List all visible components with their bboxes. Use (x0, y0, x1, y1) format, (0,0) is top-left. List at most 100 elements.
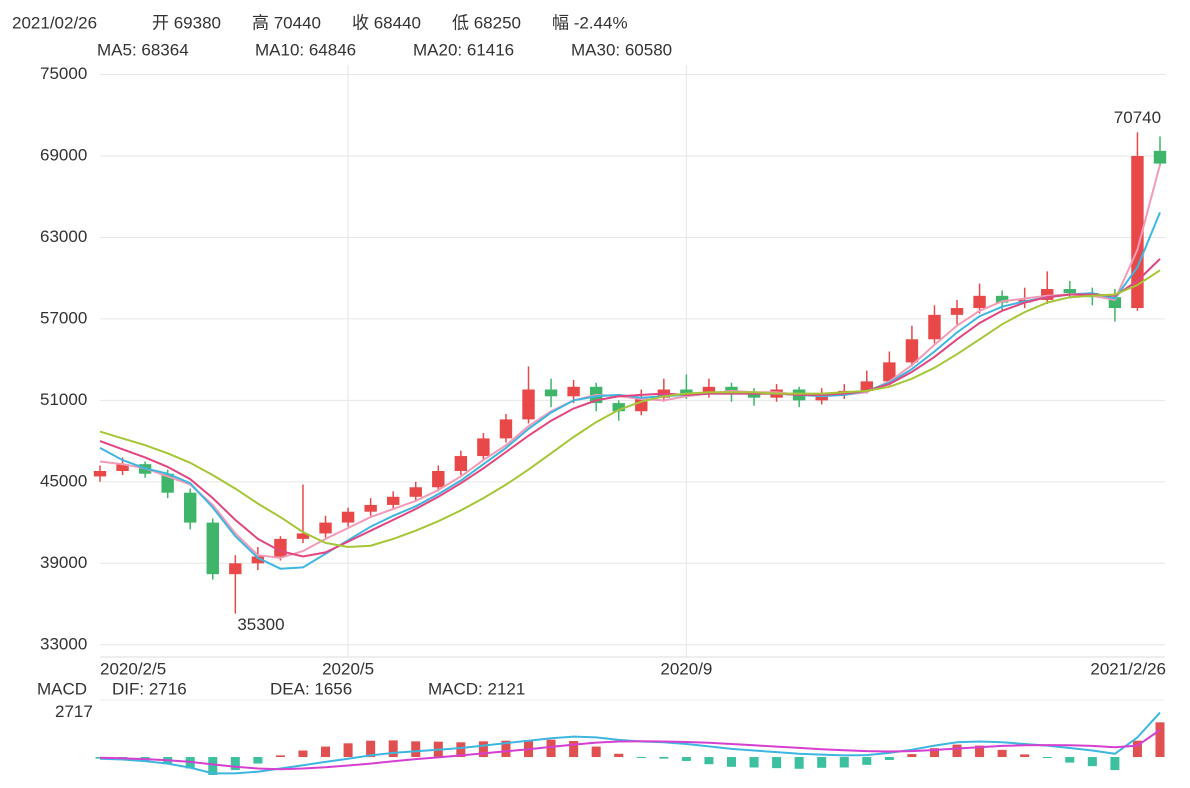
macd-bar (275, 755, 285, 758)
candle-body (1108, 297, 1122, 309)
macd-bar (681, 757, 691, 761)
macd-bar (591, 746, 601, 758)
quote-item: 幅 -2.44% (552, 13, 628, 32)
macd-bar (1065, 757, 1075, 763)
macd-bar (1155, 722, 1165, 758)
candle-body (251, 556, 265, 564)
candle-body (928, 314, 941, 340)
candle-body (454, 456, 468, 471)
quote-item: 收 68440 (352, 13, 421, 32)
macd-bar (975, 745, 985, 758)
candle-body (702, 386, 716, 394)
candle-body (409, 487, 422, 497)
candle-body (477, 438, 490, 457)
macd-bar (772, 757, 782, 769)
candle-body (747, 392, 761, 398)
candle-body (1153, 150, 1167, 164)
macd-bar (1132, 740, 1142, 758)
candle-body (950, 308, 964, 315)
candle-body (364, 504, 377, 512)
y-tick-label: 39000 (40, 553, 87, 572)
candle-body (1063, 289, 1076, 294)
legend-entry: MA5: 68364 (97, 40, 189, 59)
ma-line (99, 269, 1161, 549)
quote-item: 高 70440 (252, 13, 321, 32)
candle-body (815, 394, 828, 401)
candle-body (229, 563, 242, 575)
macd-bar (208, 757, 218, 775)
macd-bar (929, 748, 939, 758)
ma-line (99, 258, 1161, 558)
macd-bar (817, 757, 827, 768)
quote-item: 开 69380 (152, 13, 221, 32)
candle-body (432, 470, 445, 488)
macd-bar (636, 757, 646, 759)
candle-body (116, 464, 129, 471)
macd-bar (839, 757, 849, 768)
macd-bar (659, 757, 669, 759)
candle-body (973, 295, 986, 309)
x-tick-label: 2020/2/5 (100, 659, 166, 678)
ma-line (99, 164, 1161, 559)
candle-body (883, 362, 896, 382)
y-tick-label: 63000 (40, 227, 87, 246)
macd-bar (1020, 754, 1030, 758)
macd-bar (411, 741, 421, 758)
macd-bar (253, 757, 263, 764)
candle-body (1041, 289, 1054, 300)
annotation-low: 35300 (237, 615, 284, 634)
y-tick-label: 69000 (40, 145, 87, 164)
candle-body (544, 389, 558, 397)
candle-body (206, 522, 219, 575)
legend-entry: MA30: 60580 (571, 40, 672, 59)
macd-bar (366, 740, 376, 758)
macd-bar (749, 757, 759, 768)
macd-bar (546, 739, 556, 758)
x-tick-label: 2020/9 (660, 659, 712, 678)
candle-body (522, 389, 535, 420)
candle-body (905, 339, 919, 363)
y-tick-label: 75000 (40, 64, 87, 83)
candle-body (612, 403, 625, 412)
legend-entry: MA10: 64846 (255, 40, 356, 59)
candle-body (386, 496, 400, 505)
candle-body (341, 511, 355, 523)
x-tick-label: 2020/5 (322, 659, 374, 678)
legend-entry: DEA: 1656 (270, 679, 352, 698)
y-tick-label: 57000 (40, 308, 87, 327)
macd-bar (298, 750, 308, 758)
macd-bar (726, 757, 736, 767)
macd-bar (388, 740, 398, 758)
macd-bar (884, 757, 894, 760)
candle-body (725, 386, 738, 393)
macd-bar (862, 757, 872, 765)
macd-bar (952, 744, 962, 758)
candle-body (860, 381, 874, 391)
macd-bar (569, 741, 579, 758)
y-tick-label: 33000 (40, 634, 87, 653)
y-tick-label: 2717 (55, 702, 93, 721)
macd-bar (321, 746, 331, 758)
macd-bar (1110, 757, 1120, 771)
y-tick-label: 51000 (40, 390, 87, 409)
macd-label: MACD (37, 679, 87, 698)
macd-bar (230, 757, 240, 771)
legend-entry: DIF: 2716 (112, 679, 187, 698)
candle-body (296, 533, 310, 539)
x-tick-label: 2021/2/26 (1090, 659, 1166, 678)
macd-bar (343, 743, 353, 758)
macd-bar (456, 742, 466, 758)
candle-body (319, 522, 332, 534)
macd-bar (704, 757, 714, 765)
legend-entry: MA20: 61416 (413, 40, 514, 59)
candle-body (184, 492, 197, 523)
macd-bar (1087, 757, 1097, 767)
macd-bar (1042, 757, 1052, 759)
macd-bar (478, 741, 488, 758)
macd-bar (614, 753, 624, 758)
candle-body (680, 389, 693, 394)
macd-line (99, 729, 1161, 771)
y-tick-label: 45000 (40, 471, 87, 490)
macd-bar (501, 740, 511, 758)
